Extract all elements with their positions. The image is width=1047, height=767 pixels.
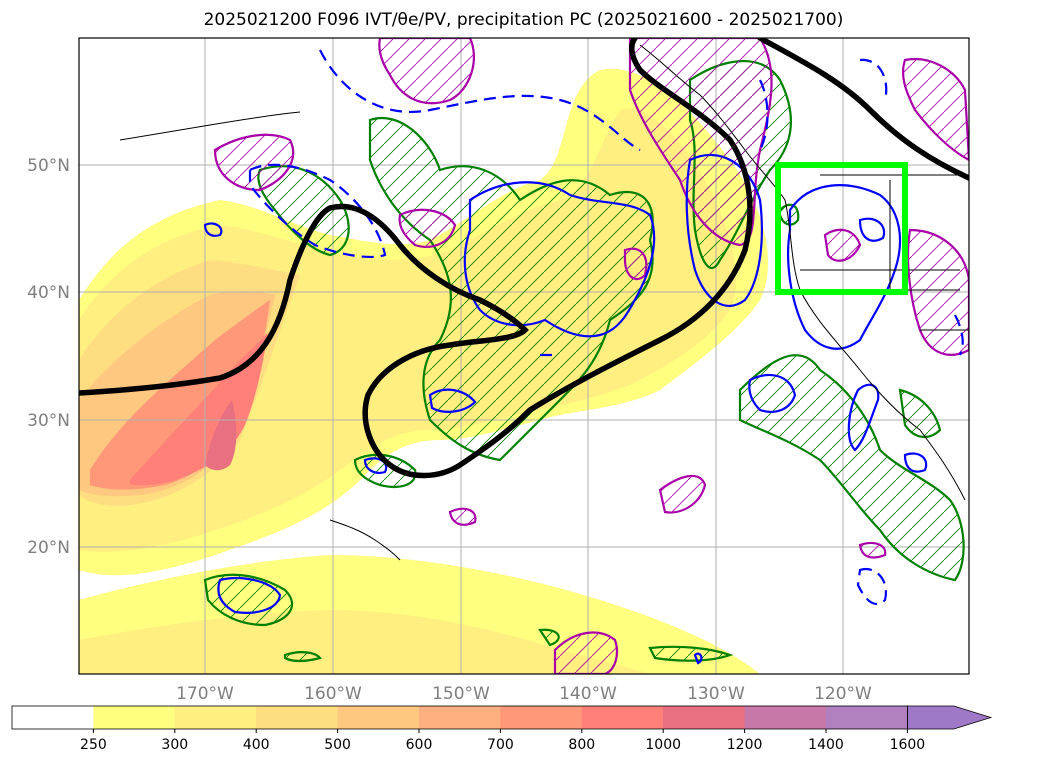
map-frame	[78, 37, 970, 675]
colorbar-tick-label: 600	[406, 737, 433, 753]
lat-label-50n: 50°N	[27, 156, 70, 176]
lat-label-20n: 20°N	[27, 538, 70, 558]
colorbar-segment	[581, 706, 664, 729]
colorbar-tick-label: 250	[80, 737, 107, 753]
jet-contour	[79, 38, 969, 479]
lon-label-120w: 120°W	[814, 684, 872, 704]
lon-label-130w: 130°W	[687, 684, 745, 704]
colorbar-segment	[744, 706, 827, 729]
map-area	[79, 38, 969, 674]
colorbar-tick-label: 1400	[808, 737, 844, 753]
lon-label-170w: 170°W	[176, 684, 234, 704]
colorbar-tick-label: 300	[161, 737, 188, 753]
theta-e-dashed	[248, 49, 964, 606]
lon-label-140w: 140°W	[559, 684, 617, 704]
colorbar-segment	[174, 706, 257, 729]
colorbar: 250 300 400 500 600 700 800 1000 1200 1400 1600	[11, 705, 993, 753]
colorbar-segment	[93, 706, 176, 729]
colorbar-tick-label: 700	[487, 737, 514, 753]
colorbar-extend-arrow	[907, 705, 993, 730]
colorbar-tick-label: 500	[324, 737, 351, 753]
colorbar-segment	[12, 706, 94, 729]
theta-e-contours	[203, 154, 928, 665]
colorbar-segment	[419, 706, 501, 729]
lat-label-40n: 40°N	[27, 283, 70, 303]
colorbar-tick-label: 800	[568, 737, 595, 753]
colorbar-tick-label: 1000	[645, 737, 681, 753]
colorbar-segment	[826, 706, 908, 729]
longitude-labels: 170°W 160°W 150°W 140°W 130°W 120°W	[176, 684, 872, 704]
latitude-labels: 50°N 40°N 30°N 20°N	[27, 156, 70, 558]
colorbar-tick-label: 1200	[727, 737, 763, 753]
lat-label-30n: 30°N	[27, 411, 70, 431]
colorbar-segment	[663, 706, 746, 729]
colorbar-segment	[500, 706, 583, 729]
lon-label-150w: 150°W	[432, 684, 490, 704]
lon-label-160w: 160°W	[304, 684, 362, 704]
colorbar-segment	[337, 706, 420, 729]
plot-title: 2025021200 F096 IVT/θe/PV, precipitation…	[203, 10, 844, 30]
target-region-box	[775, 162, 908, 295]
colorbar-tick-label: 400	[243, 737, 270, 753]
colorbar-segment	[256, 706, 339, 729]
colorbar-frame	[11, 705, 908, 730]
colorbar-tick-label: 1600	[890, 737, 926, 753]
